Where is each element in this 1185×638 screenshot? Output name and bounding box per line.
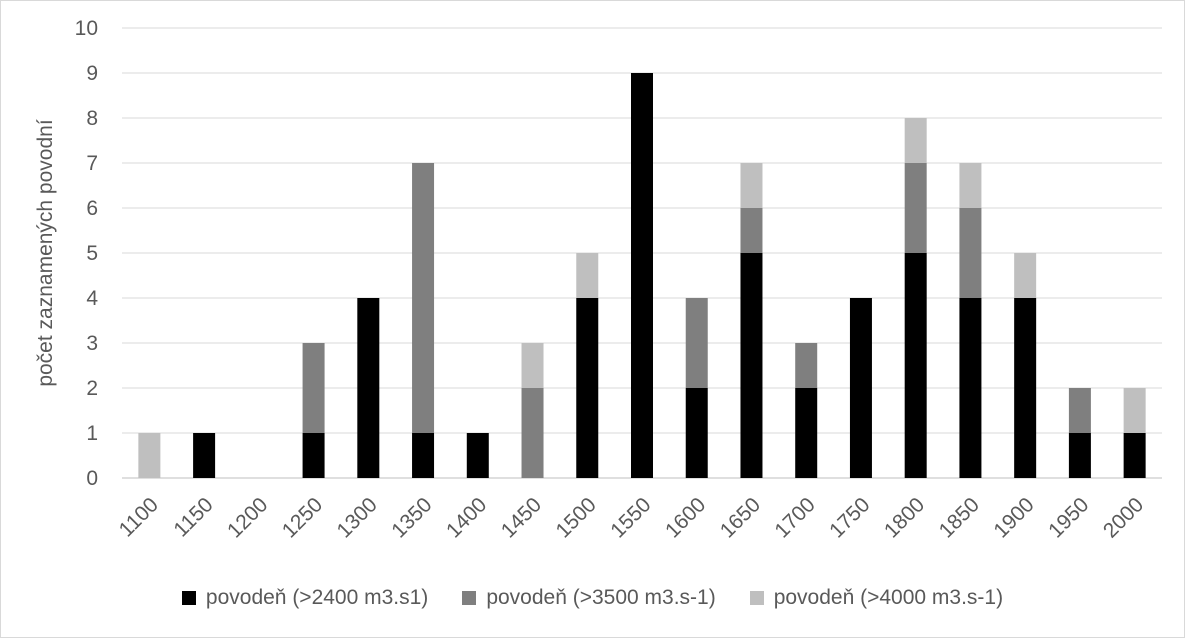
x-tick-label: 1850 (935, 493, 984, 542)
x-tick-label: 1550 (606, 493, 655, 542)
bar-segment-1800-series-3 (904, 118, 927, 163)
x-axis-ticks: 1100 1150 1200 1250 1300 1350 1400 1450 1500 1550… (115, 493, 1148, 542)
legend-swatch (749, 591, 764, 605)
x-tick-label: 1650 (716, 493, 765, 542)
bar-segment-2000-series-1 (1123, 433, 1146, 478)
x-tick-label: 1500 (552, 493, 601, 542)
bar-segment-1600-series-1 (685, 388, 708, 478)
y-tick-label: 2 (86, 377, 98, 400)
x-tick-label: 1100 (115, 493, 163, 541)
legend-swatch (181, 591, 196, 605)
legend: povodeň (>2400 m3.s1) povodeň (>3500 m3.s… (0, 586, 1185, 610)
x-tick-label: 1150 (169, 493, 217, 541)
x-tick-label: 1450 (497, 493, 546, 542)
bar-segment-1450-series-3 (521, 343, 544, 388)
legend-item: povodeň (>2400 m3.s1) (181, 586, 429, 610)
y-tick-label: 3 (86, 332, 98, 355)
y-tick-label: 0 (86, 467, 98, 490)
bar-segment-1850-series-1 (959, 298, 982, 478)
bar-segment-1800-series-2 (904, 163, 927, 253)
x-tick-label: 1400 (442, 493, 491, 542)
bar-segment-1700-series-2 (795, 343, 818, 388)
bar-segment-1600-series-2 (685, 298, 708, 388)
bar-segment-1650-series-3 (740, 163, 763, 208)
bar-segment-1450-series-2 (521, 388, 544, 478)
bar-segment-1650-series-1 (740, 253, 763, 478)
y-tick-label: 1 (86, 422, 98, 445)
bar-segment-1350-series-1 (412, 433, 435, 478)
legend-label: povodeň (>2400 m3.s1) (205, 586, 429, 609)
bar-segment-1950-series-1 (1068, 433, 1091, 478)
x-tick-label: 1800 (880, 493, 929, 542)
bar-segment-1100-series-3 (138, 433, 161, 478)
x-tick-label: 1250 (278, 493, 327, 542)
bar-segment-1350-series-2 (412, 163, 435, 433)
x-tick-label: 1300 (333, 493, 382, 542)
bar-segment-1300-series-1 (357, 298, 380, 478)
legend-item: povodeň (>3500 m3.s-1) (462, 586, 716, 610)
x-tick-label: 2000 (1099, 493, 1148, 542)
legend-label: povodeň (>3500 m3.s-1) (486, 586, 716, 609)
y-tick-label: 9 (86, 62, 98, 85)
bar-segment-1800-series-1 (904, 253, 927, 478)
x-tick-label: 1600 (661, 493, 710, 542)
bar-segment-1750-series-1 (849, 298, 872, 478)
legend-swatch (462, 591, 477, 605)
y-tick-label: 7 (86, 152, 98, 175)
legend-item: povodeň (>4000 m3.s-1) (749, 586, 1004, 610)
bar-segment-1500-series-1 (576, 298, 599, 478)
bar-segment-1400-series-1 (466, 433, 489, 478)
bars (138, 73, 1146, 478)
bar-segment-1150-series-1 (193, 433, 216, 478)
bar-segment-1950-series-2 (1068, 388, 1091, 433)
y-tick-label: 8 (86, 107, 98, 130)
bar-segment-2000-series-3 (1123, 388, 1146, 433)
x-tick-label: 1950 (1044, 493, 1093, 542)
y-tick-label: 10 (75, 17, 98, 40)
y-tick-label: 5 (86, 242, 98, 265)
bar-segment-1850-series-2 (959, 208, 982, 298)
y-tick-label: 6 (86, 197, 98, 220)
bar-segment-1250-series-1 (302, 433, 325, 478)
y-axis-label: počet zaznamených povodní (34, 119, 57, 387)
legend-label: povodeň (>4000 m3.s-1) (773, 586, 1004, 609)
x-tick-label: 1200 (223, 493, 272, 542)
x-tick-label: 1700 (770, 493, 819, 542)
stacked-bar-chart: 0 1 2 3 4 5 6 7 8 9 10 1100 1150 1200 1250 1300 1350 140… (34, 17, 1162, 543)
bar-segment-1550-series-1 (631, 73, 653, 478)
bar-segment-1850-series-3 (959, 163, 982, 208)
x-tick-label: 1350 (387, 493, 436, 542)
x-tick-label: 1900 (989, 493, 1038, 542)
bar-segment-1700-series-1 (795, 388, 818, 478)
y-tick-label: 4 (86, 287, 98, 310)
bar-segment-1900-series-1 (1014, 298, 1037, 478)
x-tick-label: 1750 (825, 493, 874, 542)
bar-segment-1500-series-3 (576, 253, 599, 298)
y-axis-ticks: 0 1 2 3 4 5 6 7 8 9 10 (75, 17, 99, 490)
bar-segment-1900-series-3 (1014, 253, 1037, 298)
bar-segment-1650-series-2 (740, 208, 763, 253)
bar-segment-1250-series-2 (302, 343, 325, 433)
